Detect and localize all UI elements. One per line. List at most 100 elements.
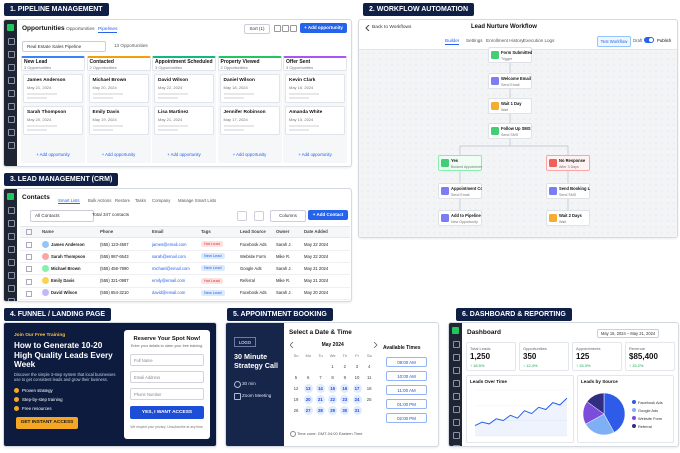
workflow-node[interactable]: Appointment ConfirmationSend Email (438, 183, 482, 199)
input-field[interactable]: Phone Number (130, 388, 204, 400)
opportunity-card[interactable]: Michael Brown May 20, 2024 (88, 74, 149, 103)
table-row[interactable] (20, 287, 350, 300)
legend-swatch (632, 400, 636, 404)
tab[interactable]: Builder (445, 38, 460, 45)
workflow-node[interactable]: Add to Pipeline New Opportunity (438, 210, 482, 226)
nav-icon (453, 445, 460, 446)
card-line (27, 93, 57, 95)
cta-button[interactable]: GET INSTANT ACCESS (16, 417, 78, 429)
nav-icon (8, 220, 15, 227)
sort-button[interactable]: Sort (1) (244, 24, 270, 34)
tab[interactable]: Company (152, 198, 171, 203)
back-link[interactable]: Back to Workflows (372, 25, 412, 30)
calendar-day[interactable]: 15 (328, 384, 338, 393)
calendar-day[interactable]: 29 (328, 406, 338, 415)
time-slot[interactable]: 02:00 PM (386, 413, 427, 423)
add-contact-button[interactable]: + Add Contact (308, 210, 348, 220)
pipeline-select[interactable]: Real Estate Sales Pipeline (22, 41, 106, 52)
add-link[interactable]: + Add opportunity (167, 152, 201, 157)
opportunity-card[interactable]: Daniel Wilson May 18, 2024 (219, 74, 280, 103)
tab[interactable]: Restore (115, 198, 131, 203)
time-slot[interactable]: 11:00 AM (386, 385, 427, 395)
tab[interactable]: Bulk Actions (88, 198, 112, 203)
workflow-node[interactable]: Welcome Email Send Email (488, 73, 532, 89)
calendar-day[interactable]: 14 (315, 384, 325, 393)
opportunity-card[interactable]: David Wilson May 22, 2024 (154, 74, 214, 103)
node-icon (491, 77, 499, 85)
calendar-day: 6 (306, 375, 310, 380)
calendar-day[interactable]: 21 (315, 395, 325, 404)
workflow-node[interactable]: Wait 2 Days Wait (546, 210, 590, 226)
nav-icon (453, 367, 460, 374)
avatar (42, 289, 49, 297)
opportunity-card[interactable]: Sarah Thompson May 20, 2024 (23, 106, 83, 135)
calendar-day: 5 (294, 375, 298, 380)
cell: michael@email.com (152, 265, 190, 271)
time-slot[interactable]: 09:00 AM (386, 357, 427, 367)
publish-toggle[interactable] (644, 37, 654, 43)
draft-label: Draft (633, 38, 643, 43)
calendar-day[interactable]: 16 (340, 384, 350, 393)
tab[interactable]: Manage Smart Lists (178, 198, 217, 203)
nav-icon (453, 354, 460, 361)
add-link[interactable]: + Add opportunity (298, 152, 332, 157)
workflow-node[interactable]: Wait 1 Day Wait (488, 98, 532, 114)
stage-name: New Lead (24, 59, 48, 65)
add-button[interactable]: + Add opportunity (300, 23, 347, 33)
opportunity-card[interactable]: Jennifer Robinson May 17, 2024 (219, 106, 280, 135)
opportunity-card[interactable]: James Anderson May 21, 2024 (23, 74, 83, 103)
tab[interactable]: Tasks (135, 198, 146, 203)
submit-button[interactable]: YES, I WANT ACCESS (130, 406, 204, 419)
calendar-day[interactable]: 31 (352, 406, 362, 415)
calendar-day[interactable]: 23 (340, 395, 350, 404)
calendar-day[interactable]: 28 (315, 406, 325, 415)
test-button[interactable]: Test Workflow (597, 36, 631, 47)
calendar-day[interactable]: 13 (303, 384, 313, 393)
event-title: 30 Minute Strategy Call (234, 352, 278, 370)
calendar-day[interactable]: 22 (328, 395, 338, 404)
add-link[interactable]: + Add opportunity (101, 152, 136, 157)
input-field[interactable]: Email Address (130, 371, 204, 383)
time-slot[interactable]: 10:00 AM (386, 371, 427, 381)
node-title: Add to Pipeline (451, 213, 481, 218)
kpi-value: 125 (576, 352, 590, 361)
table-row[interactable] (20, 262, 350, 276)
opportunity-card[interactable]: Amanda White May 15, 2024 (285, 106, 345, 135)
opportunity-card[interactable]: Kevin Clark May 16, 2024 (285, 74, 345, 103)
calendar-day[interactable]: 17 (352, 384, 362, 393)
table-row[interactable] (20, 250, 350, 264)
tab[interactable]: Opportunities (66, 27, 95, 32)
checkbox (26, 229, 32, 235)
opportunity-card[interactable]: Lisa Martinez May 21, 2024 (154, 106, 214, 135)
calendar-day[interactable]: 20 (303, 395, 313, 404)
tab[interactable]: Settings (466, 38, 483, 43)
workflow-node[interactable]: Yes Booked Appointment (438, 155, 482, 171)
table-row[interactable] (20, 238, 350, 251)
workflow-node[interactable]: No Response After 3 Days (546, 155, 590, 171)
date-range[interactable]: May 15, 2024 – May 21, 2024 (597, 329, 660, 338)
columns-button[interactable]: Columns (270, 210, 306, 222)
input-field[interactable]: Full Name (130, 354, 204, 366)
table-row[interactable] (20, 275, 350, 288)
list-select[interactable]: All Contacts (30, 210, 94, 222)
workflow-node[interactable]: Form Submitted Trigger (488, 47, 532, 63)
calendar-day[interactable]: 27 (303, 406, 313, 415)
add-link[interactable]: + Add opportunity (232, 152, 267, 157)
tab[interactable]: Execution Logs (523, 38, 555, 43)
tab[interactable]: Enrollment History (486, 38, 524, 43)
tab[interactable]: Pipelines (98, 27, 118, 33)
workflow-node[interactable]: Follow Up SMS Send SMS (488, 123, 532, 139)
tab[interactable]: Smart Lists (58, 198, 80, 204)
card-line (289, 97, 309, 99)
cell: james@email.com (152, 241, 187, 247)
workflow-node[interactable]: Send Booking LinkSend SMS (546, 183, 590, 199)
time-slot[interactable]: 01:00 PM (386, 399, 427, 409)
cell: May 21 2024 (304, 265, 329, 271)
node-title: Yes (451, 158, 459, 163)
location: Zoom Meeting (242, 393, 272, 398)
calendar-day[interactable]: 30 (340, 406, 350, 415)
calendar-day[interactable]: 24 (352, 395, 362, 404)
add-link[interactable]: + Add opportunity (36, 152, 70, 157)
opportunity-card[interactable]: Emily Davis May 19, 2024 (88, 106, 149, 135)
node-subtitle: After 3 Days (559, 164, 579, 169)
